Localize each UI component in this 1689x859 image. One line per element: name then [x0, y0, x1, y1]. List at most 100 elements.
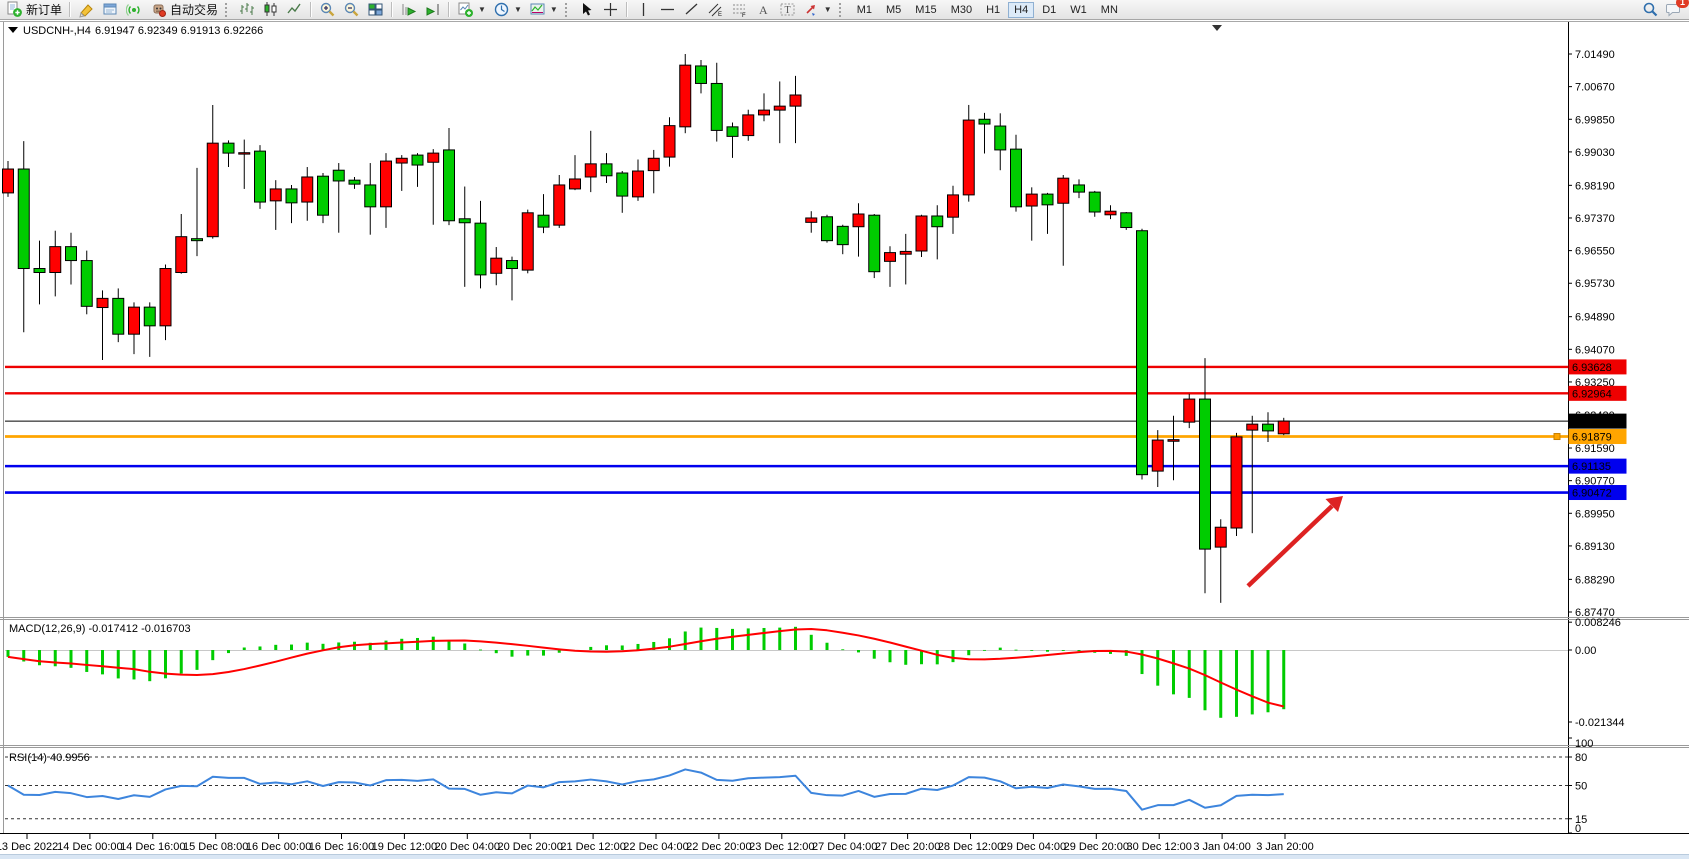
chart-shift-button[interactable] [421, 1, 444, 19]
highlighter-icon [79, 4, 93, 18]
svg-text:A: A [759, 3, 768, 17]
arrows-button[interactable]: ▼ [800, 1, 835, 19]
chart-quick-menu-icon[interactable] [8, 27, 18, 33]
text-button[interactable]: A [752, 1, 775, 19]
chat-button[interactable]: 1 [1665, 0, 1689, 18]
candles-layer [2, 54, 1290, 603]
toolbar-grip[interactable] [225, 2, 231, 17]
svg-text:80: 80 [1575, 752, 1587, 764]
autotrading-label: 自动交易 [170, 3, 219, 17]
timeframe-button-M15[interactable]: M15 [915, 3, 937, 16]
svg-text:28 Dec 12:00: 28 Dec 12:00 [938, 841, 1003, 853]
candlestick-chart-button[interactable] [259, 1, 282, 19]
tile-windows-button[interactable] [364, 1, 387, 19]
timeframe-button-H4[interactable]: H4 [1008, 1, 1035, 18]
timeframe-button-MN[interactable]: MN [1100, 3, 1118, 16]
autotrading-icon [153, 4, 167, 17]
text-label-icon: T [780, 3, 795, 16]
svg-text:6.99030: 6.99030 [1575, 147, 1615, 159]
zoom-out-icon [344, 2, 359, 17]
separator [391, 2, 394, 17]
cursor-icon [582, 3, 592, 16]
svg-text:20 Dec 04:00: 20 Dec 04:00 [435, 841, 500, 853]
vertical-line-button[interactable] [632, 1, 655, 19]
signal-button[interactable] [123, 1, 146, 19]
svg-text:15 Dec 08:00: 15 Dec 08:00 [183, 841, 248, 853]
periods-button[interactable]: ▼ [490, 1, 525, 19]
trend-arrow-annotation [1246, 496, 1343, 588]
horizontal-line-button[interactable] [656, 1, 679, 19]
auto-scroll-button[interactable] [397, 1, 420, 19]
arrows-icon [806, 5, 815, 16]
toolbar-grip[interactable] [838, 2, 845, 17]
separator [310, 2, 313, 17]
periods-clock-icon [494, 2, 509, 17]
svg-text:22 Dec 20:00: 22 Dec 20:00 [686, 841, 751, 853]
fibonacci-button[interactable]: F [728, 1, 751, 19]
rsi-panel: 100 80 50 150 [5, 737, 1593, 835]
chart-ohlc-values: 6.91947 6.92349 6.91913 6.92266 [95, 25, 263, 37]
equidistant-channel-button[interactable]: E [704, 1, 727, 19]
svg-text:14 Dec 16:00: 14 Dec 16:00 [120, 841, 185, 853]
rsi-label: RSI(14) 40.9956 [9, 752, 90, 764]
line-chart-button[interactable] [283, 1, 306, 19]
svg-text:6.87470: 6.87470 [1575, 607, 1615, 619]
notification-badge: 1 [1676, 0, 1689, 8]
svg-text:E: E [718, 12, 722, 18]
svg-text:6.89130: 6.89130 [1575, 541, 1615, 553]
autotrading-button[interactable]: 自动交易 [147, 1, 221, 19]
svg-text:6.97370: 6.97370 [1575, 213, 1615, 225]
svg-text:6.91879: 6.91879 [1572, 432, 1612, 444]
timeframe-button-H1[interactable]: H1 [986, 3, 1001, 16]
svg-text:6.90472: 6.90472 [1572, 488, 1612, 500]
tile-windows-icon [368, 3, 383, 16]
timeframe-button-D1[interactable]: D1 [1042, 3, 1057, 16]
separator [448, 2, 451, 17]
macd-label: MACD(12,26,9) -0.017412 -0.016703 [9, 623, 191, 635]
dropdown-caret-icon: ▼ [478, 5, 486, 14]
trendline-icon [685, 3, 698, 15]
svg-text:100: 100 [1575, 738, 1593, 750]
vertical-line-icon [642, 3, 644, 16]
svg-text:13 Dec 2022: 13 Dec 2022 [0, 841, 58, 853]
new-order-button[interactable]: 新订单 [3, 1, 65, 19]
new-order-label: 新订单 [26, 3, 63, 17]
svg-text:16 Dec 16:00: 16 Dec 16:00 [309, 841, 374, 853]
cursor-button[interactable] [575, 1, 598, 19]
chart-canvas[interactable]: 7.01490 7.00670 6.99850 6.99030 6.98190 6.973… [0, 21, 1689, 859]
search-icon[interactable] [1642, 1, 1659, 18]
trendline-button[interactable] [680, 1, 703, 19]
text-label-button[interactable]: T [776, 1, 799, 19]
svg-text:7.01490: 7.01490 [1575, 49, 1615, 61]
timeframe-button-M30[interactable]: M30 [950, 3, 973, 16]
highlighter-button[interactable] [75, 1, 98, 19]
zoom-in-button[interactable] [316, 1, 339, 19]
svg-text:0.00: 0.00 [1575, 645, 1596, 657]
terminal-button[interactable] [99, 1, 122, 19]
zoom-out-button[interactable] [340, 1, 363, 19]
svg-text:6.89950: 6.89950 [1575, 508, 1615, 520]
chart-shift-marker[interactable] [1212, 25, 1222, 31]
svg-text:0: 0 [1575, 823, 1581, 835]
timeframe-button-M5[interactable]: M5 [886, 3, 902, 16]
equidistant-channel-icon: E [708, 3, 722, 18]
timeframe-button-W1[interactable]: W1 [1070, 3, 1087, 16]
bar-chart-button[interactable] [235, 1, 258, 19]
price-tags: 6.93628 6.92964 6.92266 6.91879 6.91135 6.904… [1568, 359, 1627, 501]
indicators-button[interactable]: ▼ [454, 1, 489, 19]
svg-text:6.98190: 6.98190 [1575, 180, 1615, 192]
svg-text:29 Dec 20:00: 29 Dec 20:00 [1064, 841, 1129, 853]
svg-text:-0.021344: -0.021344 [1575, 717, 1625, 729]
svg-text:6.92964: 6.92964 [1572, 388, 1612, 400]
templates-button[interactable]: ▼ [526, 1, 561, 19]
dropdown-caret-icon: ▼ [823, 5, 832, 14]
timeframe-button-M1[interactable]: M1 [856, 3, 872, 16]
svg-text:6.88290: 6.88290 [1575, 574, 1615, 586]
chart-shift-icon [426, 4, 439, 16]
crosshair-button[interactable] [599, 1, 622, 19]
zoom-in-icon [320, 2, 335, 17]
chart-symbol-label: USDCNH-,H4 [23, 25, 91, 37]
toolbar-grip[interactable] [564, 2, 571, 17]
